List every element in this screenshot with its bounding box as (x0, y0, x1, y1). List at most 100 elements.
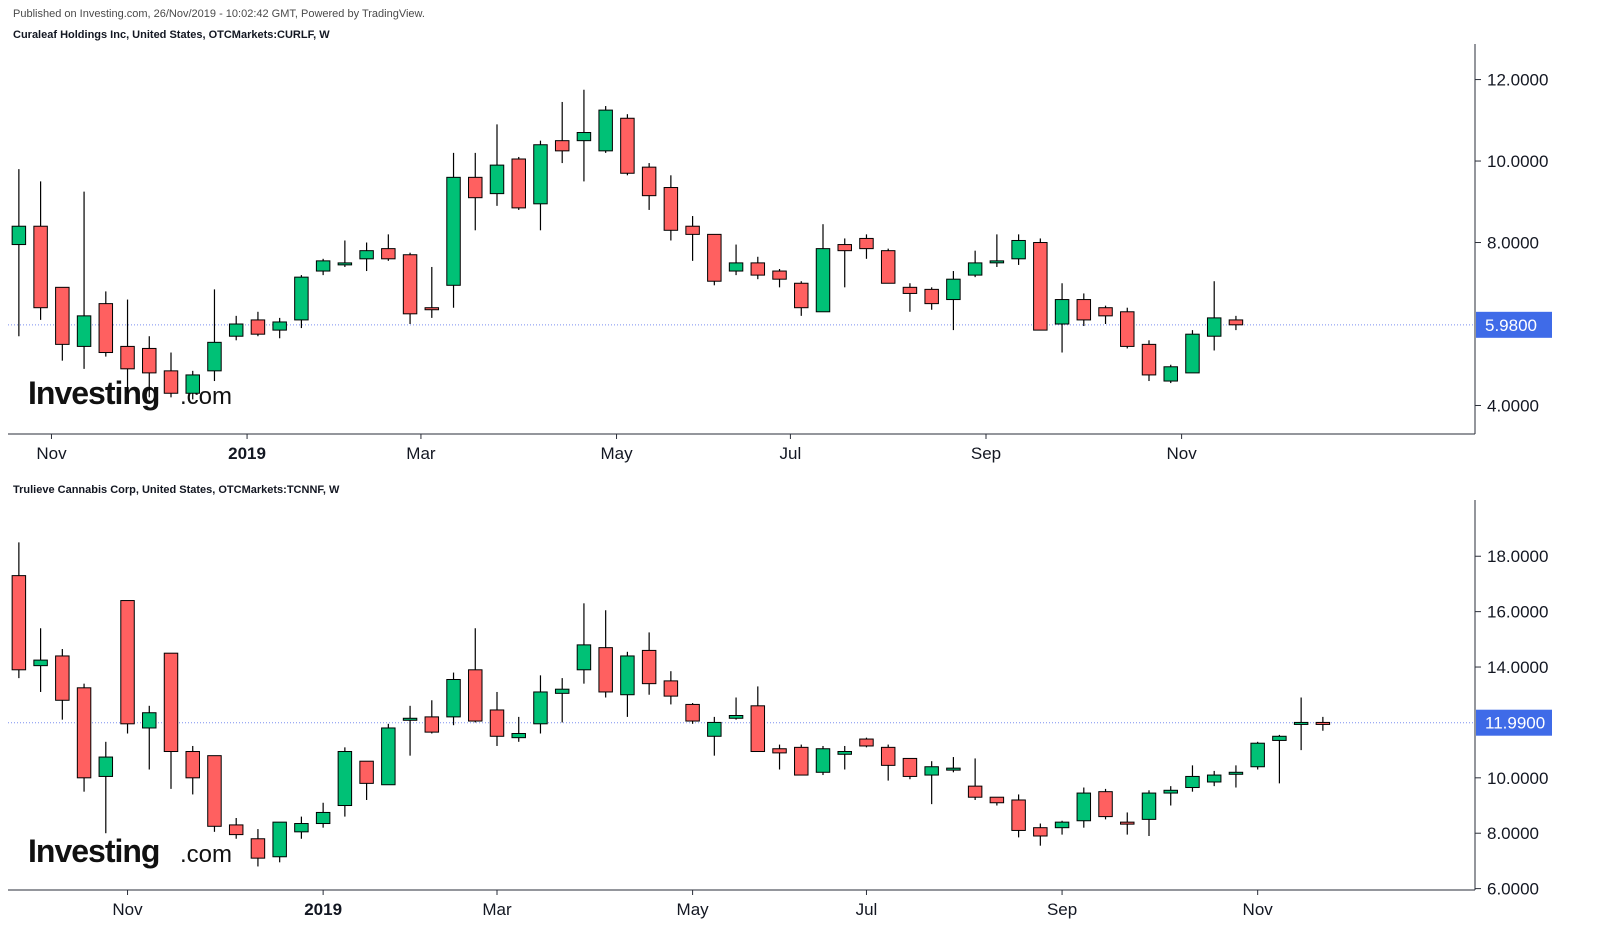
candle (402, 252, 418, 324)
candle-body (337, 262, 353, 266)
candle (1141, 790, 1157, 836)
candle-body (859, 237, 874, 250)
candle-body (468, 176, 483, 199)
candle-body (76, 315, 92, 347)
candle (98, 291, 114, 357)
candle-body (946, 767, 961, 771)
candle (337, 240, 353, 267)
candle-body (880, 250, 896, 284)
y-tick-label: 8.0000 (1487, 824, 1539, 843)
candle-body (685, 703, 700, 722)
candle-body (250, 838, 266, 859)
candle-body (381, 248, 396, 260)
candle (924, 287, 939, 310)
candle (750, 256, 766, 280)
curaleaf-candlestick-chart[interactable]: 4.0000 8.0000 10.0000 12.0000 Nov 2019 Mar May J… (0, 44, 1600, 474)
y-tick-label: 10.0000 (1487, 152, 1548, 171)
candle-body (1011, 799, 1026, 831)
candle-body (772, 748, 787, 754)
candle (98, 741, 114, 834)
candle (489, 124, 505, 206)
candle-body (250, 319, 266, 335)
candle (228, 817, 244, 839)
chart-title-trulieve: Trulieve Cannabis Corp, United States, O… (13, 484, 340, 496)
candle-body (598, 109, 613, 152)
candle-body (1098, 791, 1113, 818)
candle-body (794, 746, 809, 776)
candle-body (33, 659, 48, 667)
candle (511, 716, 526, 742)
candle (185, 745, 200, 795)
candle-body (554, 688, 570, 694)
candle-body (185, 751, 200, 779)
candle-body (120, 600, 135, 725)
candle (359, 242, 374, 272)
candle-body (1054, 299, 1070, 325)
candle-body (11, 575, 27, 671)
y-tick-label: 8.0000 (1487, 234, 1539, 253)
x-tick-label: Mar (482, 900, 512, 919)
candle (1185, 330, 1200, 374)
candle (207, 755, 222, 832)
candle (576, 89, 592, 182)
published-notice: Published on Investing.com, 26/Nov/2019 … (13, 8, 425, 20)
candle-body (1120, 311, 1135, 347)
candle (11, 542, 27, 679)
candle-body (511, 733, 526, 739)
candle-body (946, 278, 961, 301)
candle-body (707, 721, 722, 737)
x-tick-label: Sep (1047, 900, 1077, 919)
candle-body (294, 823, 309, 833)
candle (424, 266, 440, 318)
candle (1250, 741, 1265, 770)
candle (294, 816, 309, 839)
candle-body (989, 796, 1005, 804)
candle (76, 683, 92, 792)
candle-body (620, 117, 635, 174)
candle (294, 275, 309, 329)
candle (837, 745, 852, 770)
candle-body (207, 341, 222, 372)
candle (163, 652, 179, 789)
candle (772, 744, 787, 770)
candle (946, 757, 961, 773)
candle (837, 238, 852, 288)
candle (315, 258, 331, 276)
candle (381, 723, 396, 786)
y-tick-label: 14.0000 (1487, 658, 1548, 677)
y-tick-label: 18.0000 (1487, 547, 1548, 566)
candle-body (576, 644, 592, 671)
candle-body (76, 687, 92, 779)
candle-body (750, 262, 766, 276)
candle-body (533, 144, 548, 205)
candle-body (967, 262, 983, 276)
candle (120, 600, 135, 734)
candle-body (1272, 735, 1287, 741)
candle-body (794, 282, 809, 309)
candle (554, 678, 570, 723)
candle (272, 317, 287, 339)
candle (902, 757, 918, 780)
candle (1033, 238, 1048, 331)
candle-body (1315, 721, 1331, 725)
candle (315, 802, 331, 828)
candle (576, 603, 592, 684)
candle (33, 181, 48, 320)
candle-body (1206, 317, 1222, 337)
candle-body (163, 370, 179, 394)
candle (620, 651, 635, 717)
candle-body (1185, 333, 1200, 374)
logo-wordmark: Investing (28, 833, 159, 869)
candle-body (163, 652, 179, 753)
candle (142, 336, 157, 398)
x-tick-label: Nov (1243, 900, 1274, 919)
candle (533, 675, 548, 734)
current-price-tag (1476, 311, 1552, 338)
candle-body (728, 262, 744, 272)
trulieve-candlestick-chart[interactable]: 6.0000 8.0000 10.0000 14.0000 16.0000 18.0000… (0, 500, 1600, 943)
candle (185, 370, 200, 400)
candle-body (446, 678, 461, 718)
x-tick-label: May (677, 900, 710, 919)
candle-body (228, 323, 244, 337)
candle (967, 250, 983, 278)
